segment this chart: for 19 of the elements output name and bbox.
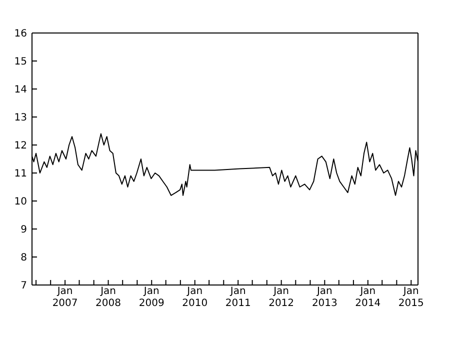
y-tick-label: 9	[20, 224, 27, 236]
x-tick-label: Jan 2011	[225, 286, 251, 309]
y-tick-label: 15	[14, 56, 27, 68]
x-tick-label: Jan 2010	[182, 286, 208, 309]
x-tick-label: Jan 2014	[355, 286, 381, 309]
x-tick-label: Jan 2013	[312, 286, 338, 309]
y-tick-label: 10	[14, 196, 27, 208]
x-tick-label: Jan 2015	[398, 286, 424, 309]
x-tick-label: Jan 2009	[138, 286, 164, 309]
y-tick-label: 8	[20, 252, 27, 264]
x-tick-label: Jan 2007	[52, 286, 78, 309]
y-tick-label: 7	[20, 280, 27, 292]
x-tick-label: Jan 2008	[96, 286, 122, 309]
y-tick-label: 12	[14, 140, 27, 152]
y-tick-label: 13	[14, 112, 27, 124]
x-tick-label: Jan 2012	[268, 286, 294, 309]
y-tick-label: 16	[14, 28, 27, 40]
y-tick-label: 11	[14, 168, 27, 180]
y-tick-label: 14	[14, 84, 27, 96]
